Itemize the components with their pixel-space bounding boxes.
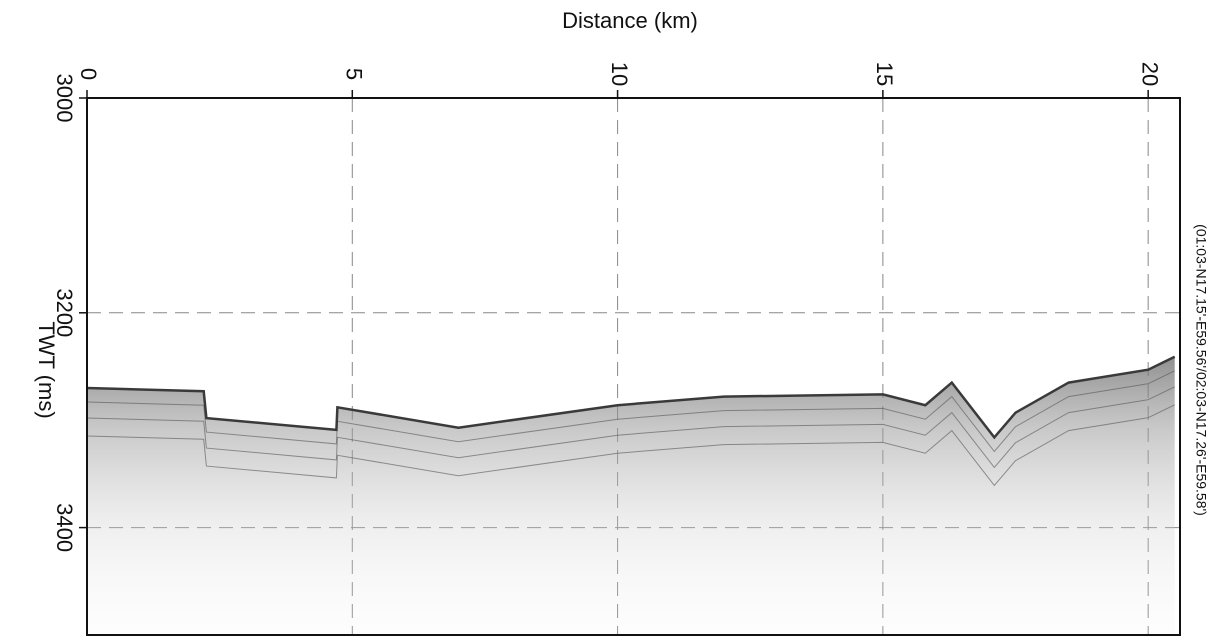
x-tick-label: 10 [607,62,632,86]
side-label: (01:03-N17.15'-E59.56'/02:03-N17.26'-E59… [1193,224,1209,516]
seafloor-line [86,355,1176,440]
y-axis-title: TWT (ms) [34,321,59,418]
reflector [86,386,1175,469]
y-tick-label: 3400 [52,503,77,552]
sediment-fill [87,356,1175,635]
x-tick-label: 15 [872,62,897,86]
x-tick-label: 5 [341,68,366,80]
y-tick-label: 3200 [52,288,77,337]
y-tick-label: 3000 [52,74,77,123]
x-axis-title: Distance (km) [562,8,698,33]
reflector [86,404,1175,487]
reflector [86,370,1175,453]
plot-frame [86,97,1181,636]
x-tick-label: 20 [1137,62,1162,86]
x-tick-label: 0 [76,68,101,80]
